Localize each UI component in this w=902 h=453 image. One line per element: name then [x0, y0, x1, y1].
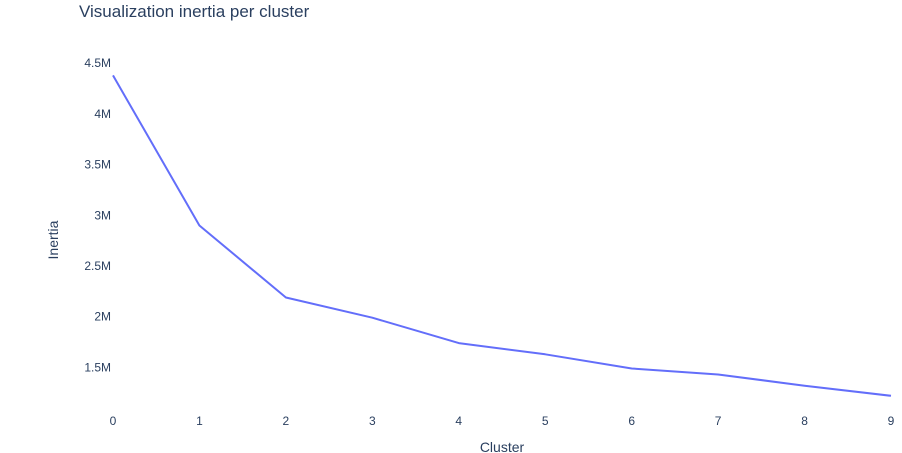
- x-tick-label: 6: [628, 414, 635, 428]
- y-axis-ticks: 1.5M 2M 2.5M 3M 3.5M 4M 4.5M: [84, 56, 111, 374]
- x-tick-label: 8: [801, 414, 808, 428]
- y-tick-label: 4M: [94, 107, 111, 121]
- inertia-series-line: [112, 74, 892, 397]
- y-tick-label: 3M: [94, 208, 111, 222]
- x-axis-label: Cluster: [480, 439, 525, 453]
- x-tick-label: 1: [196, 414, 203, 428]
- y-tick-label: 1.5M: [84, 360, 111, 374]
- x-tick-label: 2: [283, 414, 290, 428]
- x-axis-ticks: 0 1 2 3 4 5 6 7 8 9: [110, 414, 895, 428]
- x-tick-label: 5: [542, 414, 549, 428]
- y-tick-label: 3.5M: [84, 158, 111, 172]
- x-tick-label: 0: [110, 414, 117, 428]
- y-tick-label: 2.5M: [84, 259, 111, 273]
- y-tick-label: 4.5M: [84, 56, 111, 70]
- x-tick-label: 7: [715, 414, 722, 428]
- y-tick-label: 2M: [94, 310, 111, 324]
- chart-title: Visualization inertia per cluster: [79, 2, 310, 21]
- x-tick-label: 3: [369, 414, 376, 428]
- x-tick-label: 4: [455, 414, 462, 428]
- y-axis-label: Inertia: [45, 220, 61, 259]
- x-tick-label: 9: [888, 414, 895, 428]
